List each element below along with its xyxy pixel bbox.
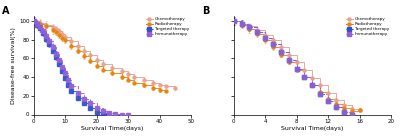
Legend: Chemotherapy, Radiotherapy, Targeted therapy, Immunotherapy: Chemotherapy, Radiotherapy, Targeted the…: [345, 17, 390, 37]
Text: B: B: [202, 6, 210, 16]
Y-axis label: Disease-free survival(%): Disease-free survival(%): [11, 27, 16, 104]
Text: A: A: [2, 6, 10, 16]
X-axis label: Survival Time(days): Survival Time(days): [281, 126, 344, 131]
X-axis label: Survival Time(days): Survival Time(days): [81, 126, 144, 131]
Legend: Chemotherapy, Radiotherapy, Targeted therapy, Immunotherapy: Chemotherapy, Radiotherapy, Targeted the…: [145, 17, 190, 37]
